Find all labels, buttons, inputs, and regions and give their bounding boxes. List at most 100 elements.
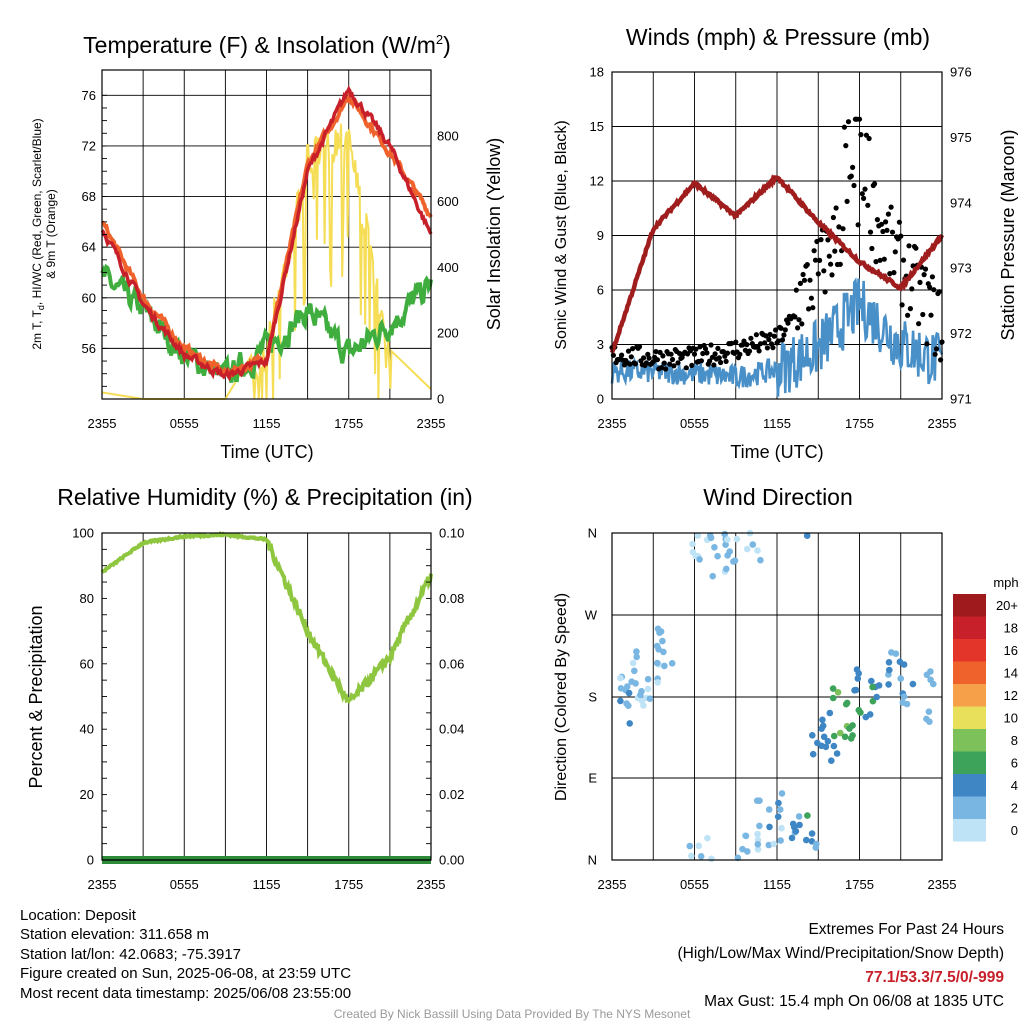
direction-point (686, 842, 694, 850)
gust-point (779, 337, 786, 343)
gust-point (898, 233, 904, 239)
gust-point (653, 349, 659, 355)
y-tick-label-left: 12 (590, 174, 604, 189)
gust-point (668, 351, 674, 357)
direction-point (765, 806, 773, 813)
dir-plot-frame (611, 532, 943, 861)
direction-point (633, 653, 640, 661)
gust-point (818, 237, 824, 243)
direction-point (697, 853, 705, 860)
gust-point (729, 340, 735, 346)
direction-point (923, 715, 930, 723)
direction-point (707, 534, 715, 542)
y-tick-label-left: 0 (597, 392, 604, 407)
legend-swatch (953, 661, 986, 684)
x-tick-label: 1155 (253, 416, 281, 431)
y-tick-label-left: 15 (590, 119, 604, 134)
gust-point (841, 124, 848, 130)
direction-point (829, 694, 837, 702)
gust-point (762, 340, 768, 346)
gust-point (707, 358, 713, 364)
y-tick-label-right: 0 (437, 392, 444, 407)
legend-swatch (953, 639, 986, 662)
direction-point (809, 750, 817, 758)
direction-point (900, 661, 908, 668)
temp-yticks-right: 0 200 400 600 800 (437, 128, 459, 406)
gust-point (878, 221, 885, 227)
gust-point (899, 302, 905, 308)
direction-point (625, 689, 633, 697)
y-tick-label-right: 0.02 (439, 787, 464, 802)
gust-point (691, 351, 698, 357)
y-tick-label-right: 971 (950, 392, 972, 407)
direction-point (900, 693, 908, 700)
direction-point (897, 675, 904, 682)
gust-point (855, 222, 861, 228)
direction-point (873, 693, 880, 701)
direction-point (849, 722, 856, 729)
gust-point (825, 237, 831, 243)
gust-point (693, 346, 699, 352)
y-tick-label-left: 56 (82, 341, 96, 356)
sonic-wind-line (610, 277, 944, 397)
wind-xticks: 2355 0555 1155 1755 2355 (598, 416, 957, 431)
gust-point (718, 359, 724, 366)
gust-point (821, 268, 827, 274)
gust-point (872, 181, 878, 187)
direction-point (851, 687, 858, 694)
direction-point (723, 565, 730, 573)
y-tick-label-right: 800 (437, 128, 459, 143)
extremes-values: 77.1/53.3/7.5/0/-999 (865, 969, 1004, 986)
gust-point (845, 119, 852, 125)
gust-point (792, 314, 798, 320)
direction-point (774, 813, 782, 820)
direction-point (777, 837, 784, 844)
direction-point (862, 713, 870, 721)
gust-point (867, 229, 874, 235)
gust-point (715, 345, 721, 351)
direction-point (754, 841, 762, 848)
y-tick-label-right: 0.04 (439, 722, 464, 737)
direction-point (644, 675, 652, 683)
station-info: Location: Deposit Station elevation: 311… (20, 906, 351, 1003)
gust-point (873, 259, 879, 265)
direction-point (837, 729, 844, 737)
legend-swatch (953, 729, 986, 752)
gust-point (704, 350, 710, 356)
gust-point (771, 333, 777, 339)
gust-point (909, 286, 915, 292)
direction-point (661, 662, 668, 670)
direction-point (688, 852, 695, 860)
y-tick-label-left: W (585, 608, 598, 623)
direction-point (927, 676, 934, 684)
gust-point (793, 287, 799, 293)
gust-point (632, 361, 639, 367)
direction-point (792, 827, 800, 835)
x-tick-label: 1755 (845, 416, 874, 431)
wind-yticks-right: 971 972 973 974 975 976 (950, 65, 972, 407)
direction-point (730, 558, 737, 565)
gust-point (697, 344, 703, 350)
direction-point (695, 842, 703, 850)
direction-point (855, 670, 862, 677)
legend-label: 4 (1011, 778, 1018, 793)
direction-point (637, 691, 644, 699)
gust-point (767, 331, 773, 338)
rh-line (100, 530, 433, 704)
temp-grid (102, 70, 431, 399)
direction-point (795, 813, 803, 820)
gust-point (627, 361, 633, 367)
direction-point (796, 821, 803, 829)
gust-point (756, 348, 762, 354)
direction-point (818, 725, 825, 732)
direction-point (644, 685, 652, 693)
legend-swatch (953, 796, 986, 819)
direction-point (875, 682, 883, 689)
gust-point (889, 229, 896, 235)
temp-xlabel: Time (UTC) (220, 442, 313, 462)
gust-point (811, 248, 817, 254)
gust-point (658, 365, 665, 371)
legend-label: 6 (1011, 756, 1018, 771)
gust-point (884, 227, 890, 233)
gust-point (885, 211, 892, 217)
